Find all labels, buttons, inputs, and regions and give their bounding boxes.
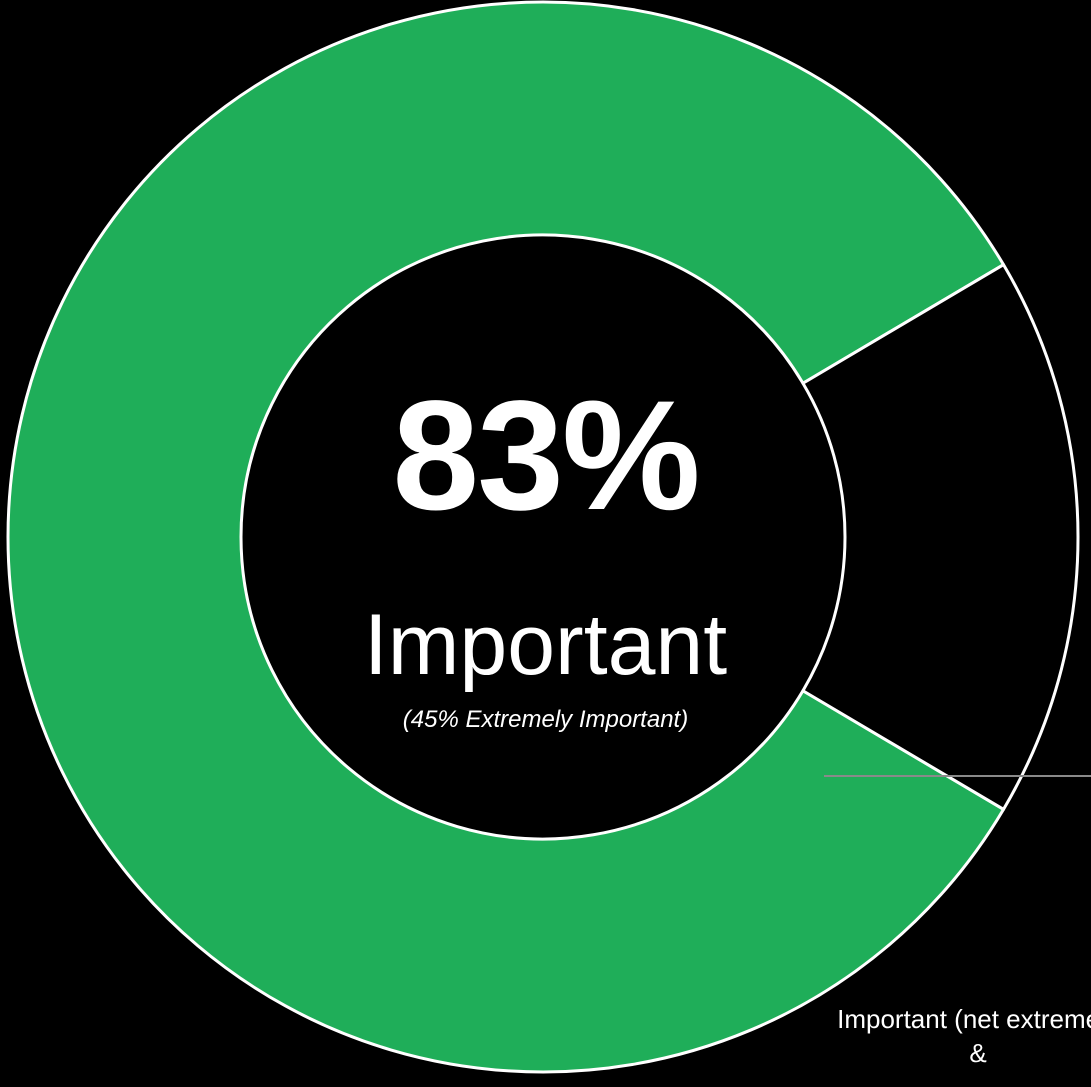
data-label-important: Important (net extremely & — [837, 1004, 1091, 1068]
donut-slice-not-important — [801, 263, 1080, 811]
center-percentage: 83% — [392, 369, 700, 543]
donut-slice-important — [6, 0, 1005, 1074]
center-sublabel: (45% Extremely Important) — [402, 706, 689, 733]
donut-slices — [6, 0, 1080, 1074]
center-label: Important — [363, 597, 728, 693]
